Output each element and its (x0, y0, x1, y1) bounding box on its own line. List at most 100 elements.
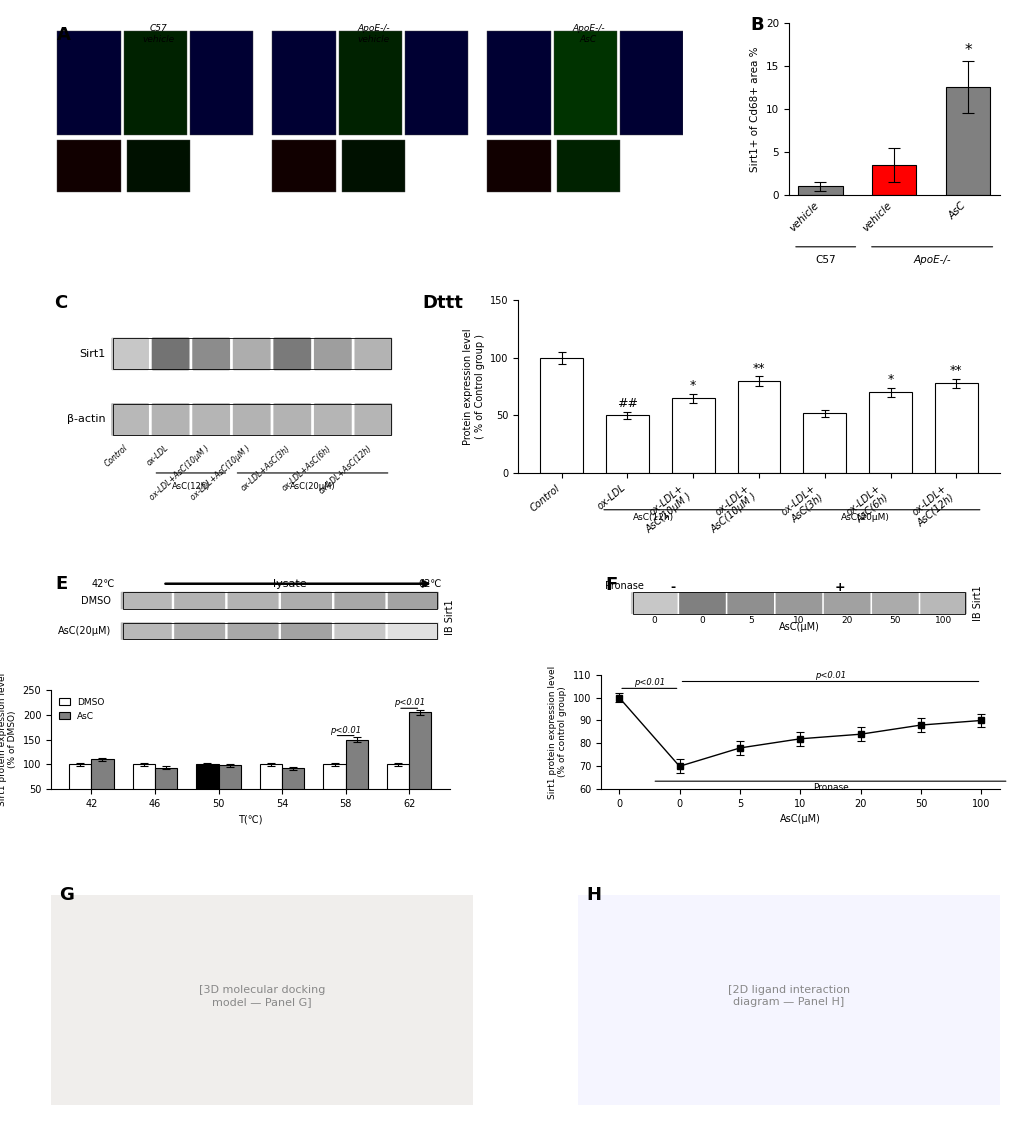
Text: AsC(12h): AsC(12h) (632, 512, 674, 521)
Bar (132, 765, 155, 814)
Y-axis label: Sirt1 protein expression level
(% of DMSO): Sirt1 protein expression level (% of DMS… (0, 673, 17, 807)
Text: 5: 5 (747, 616, 753, 625)
Text: +: + (834, 581, 845, 594)
Bar (218, 766, 240, 814)
Text: H: H (586, 887, 601, 905)
FancyBboxPatch shape (273, 403, 311, 435)
Text: C57: C57 (814, 255, 836, 265)
Legend: DMSO, AsC: DMSO, AsC (55, 695, 108, 724)
Bar (386, 765, 409, 814)
Text: *: * (887, 373, 893, 386)
FancyBboxPatch shape (679, 592, 726, 614)
Bar (798, 186, 842, 195)
Text: ox-LDL+AsC(10μM ): ox-LDL+AsC(10μM ) (189, 443, 252, 502)
FancyBboxPatch shape (334, 592, 385, 609)
Bar (409, 712, 431, 814)
Text: AsC(12h): AsC(12h) (171, 482, 210, 491)
Text: ##: ## (616, 397, 637, 411)
Text: C: C (54, 293, 67, 311)
FancyBboxPatch shape (631, 592, 677, 614)
Text: lysate: lysate (273, 579, 307, 589)
Bar (113, 404, 390, 435)
Text: IB Sirt1: IB Sirt1 (972, 585, 982, 620)
Text: 42℃: 42℃ (91, 579, 114, 589)
FancyBboxPatch shape (919, 592, 966, 614)
Text: **: ** (949, 364, 962, 377)
Text: Dttt: Dttt (422, 293, 463, 311)
Text: ox-LDL+AsC(10μM ): ox-LDL+AsC(10μM ) (148, 443, 211, 502)
Bar (871, 165, 915, 195)
FancyBboxPatch shape (174, 623, 225, 640)
Text: 62℃: 62℃ (418, 579, 441, 589)
Text: G: G (59, 887, 74, 905)
Text: ox-LDL+AsC(12h): ox-LDL+AsC(12h) (317, 443, 373, 495)
Bar (260, 765, 282, 814)
Bar (341, 140, 405, 192)
Text: AsC(μM): AsC(μM) (777, 623, 818, 633)
Bar (672, 398, 714, 473)
Text: F: F (604, 576, 616, 594)
FancyBboxPatch shape (280, 623, 331, 640)
Text: p<0.01: p<0.01 (393, 698, 424, 707)
Bar (945, 87, 989, 195)
Text: E: E (55, 575, 67, 593)
Text: B: B (750, 16, 763, 34)
FancyBboxPatch shape (120, 623, 171, 640)
FancyBboxPatch shape (232, 403, 270, 435)
Text: Sirt1: Sirt1 (79, 349, 106, 359)
Text: ox-LDL+AsC(3h): ox-LDL+AsC(3h) (239, 443, 292, 493)
Bar (620, 32, 683, 134)
FancyBboxPatch shape (823, 592, 869, 614)
FancyBboxPatch shape (280, 592, 331, 609)
Text: AsC(20μM): AsC(20μM) (289, 482, 335, 491)
X-axis label: T(℃): T(℃) (237, 814, 262, 825)
Text: p<0.01: p<0.01 (330, 725, 361, 734)
Y-axis label: Sirt1+ of Cd68+ area %: Sirt1+ of Cd68+ area % (750, 46, 759, 171)
Text: AsC(20μM): AsC(20μM) (57, 626, 111, 636)
Text: ApoE-/-: ApoE-/- (912, 255, 950, 265)
Bar (934, 384, 977, 473)
FancyBboxPatch shape (334, 623, 385, 640)
FancyBboxPatch shape (232, 337, 270, 370)
Bar (122, 623, 436, 640)
Bar (69, 765, 92, 814)
Bar (113, 338, 390, 370)
Bar (540, 358, 583, 473)
Y-axis label: Sirt1 protein expression level
(% of control group): Sirt1 protein expression level (% of con… (547, 666, 567, 799)
Bar (345, 740, 368, 814)
Text: ox-LDL+AsC(6h): ox-LDL+AsC(6h) (280, 443, 332, 493)
Text: 50: 50 (889, 616, 900, 625)
Bar (737, 381, 780, 473)
X-axis label: AsC(μM): AsC(μM) (780, 814, 820, 825)
Text: Pronase: Pronase (812, 784, 848, 793)
Bar (57, 140, 120, 192)
Text: 0: 0 (699, 616, 705, 625)
Bar (633, 592, 964, 614)
Text: p<0.01: p<0.01 (633, 678, 664, 687)
FancyBboxPatch shape (314, 403, 352, 435)
Bar (92, 759, 113, 814)
Bar (556, 140, 620, 192)
Bar (282, 768, 304, 814)
FancyBboxPatch shape (111, 337, 149, 370)
Bar (196, 765, 218, 814)
FancyBboxPatch shape (273, 337, 311, 370)
Text: β-actin: β-actin (67, 414, 106, 424)
Bar (57, 32, 120, 134)
Text: ApoE-/-
AsC: ApoE-/- AsC (572, 25, 604, 44)
FancyBboxPatch shape (774, 592, 821, 614)
Bar (868, 393, 911, 473)
Text: [3D molecular docking
model — Panel G]: [3D molecular docking model — Panel G] (199, 985, 325, 1006)
Bar (272, 140, 335, 192)
FancyBboxPatch shape (152, 337, 190, 370)
Text: 20: 20 (841, 616, 852, 625)
Bar (803, 413, 846, 473)
FancyBboxPatch shape (192, 337, 230, 370)
Bar (122, 592, 436, 609)
Bar (126, 140, 190, 192)
Text: Pronase: Pronase (604, 581, 643, 591)
Text: DMSO: DMSO (81, 596, 111, 606)
Text: p<0.01: p<0.01 (814, 671, 845, 680)
Text: *: * (963, 43, 971, 58)
Text: Control: Control (103, 443, 130, 469)
